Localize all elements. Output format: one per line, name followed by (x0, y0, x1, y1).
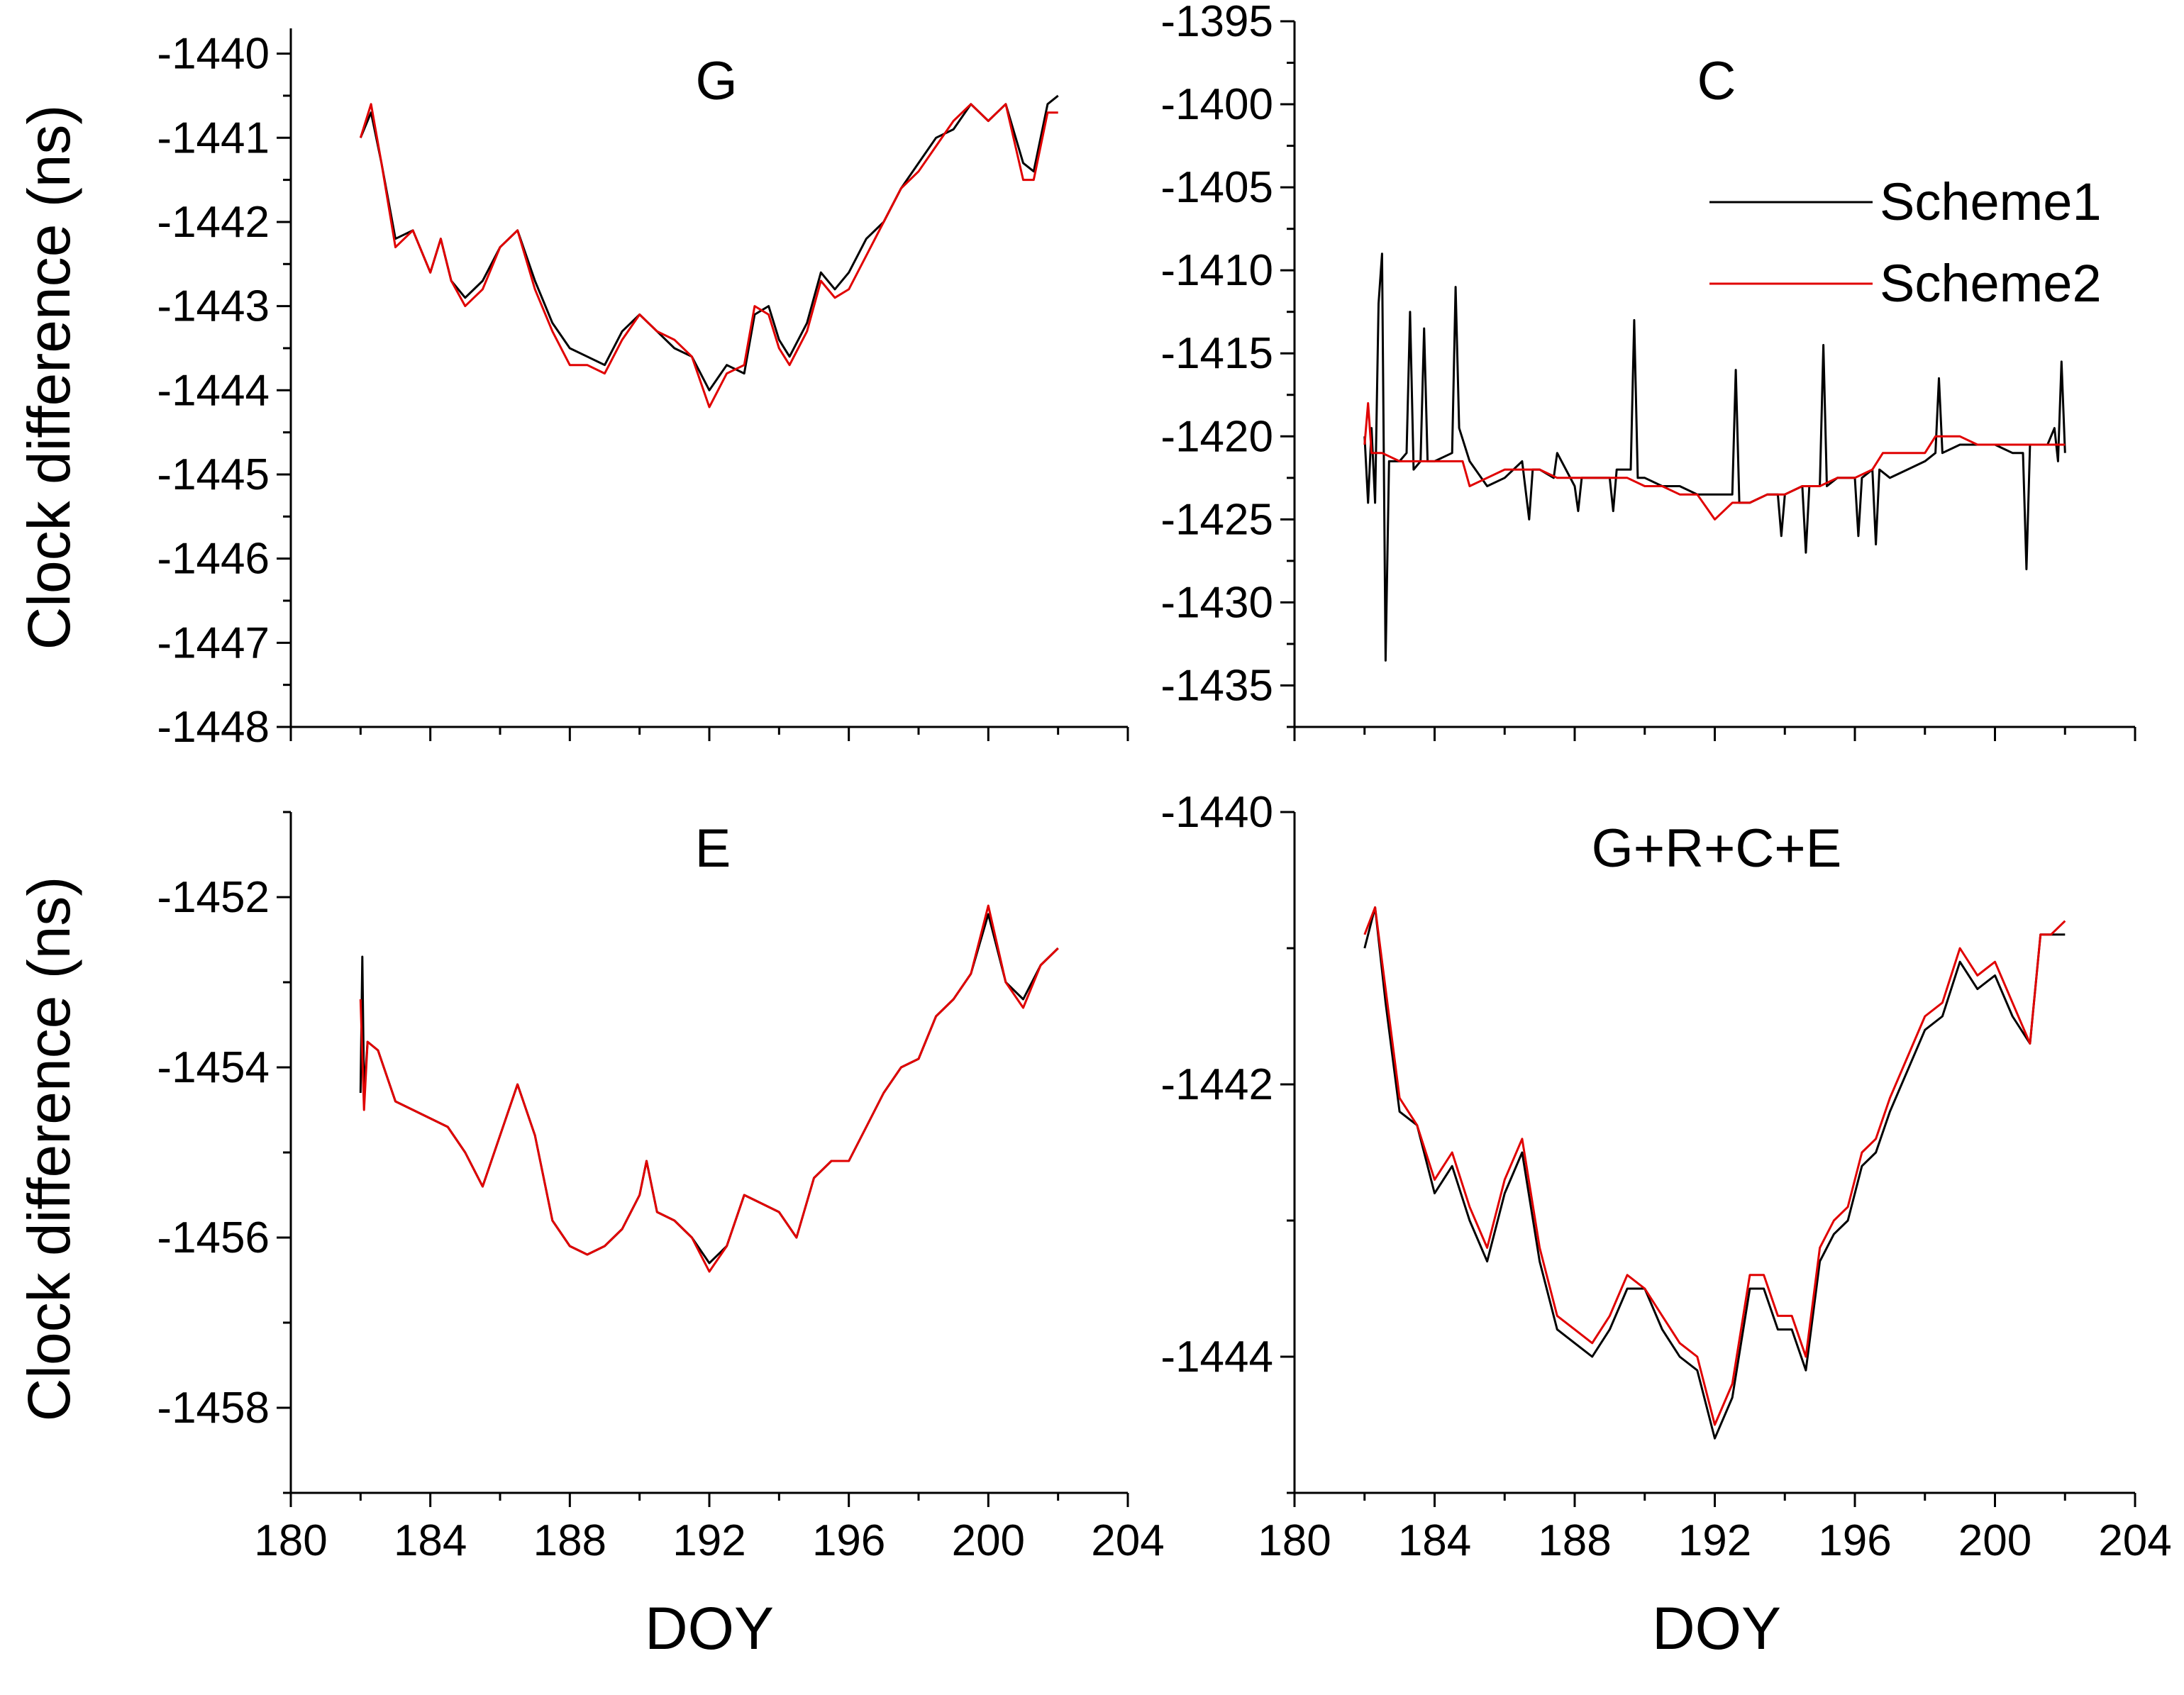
axes-layer: -1458 -1456 -1454 -1452 180 184 188 192 196 200 20… (157, 811, 1165, 1565)
y-tick-label: -1440 (1160, 788, 1273, 837)
series-line-scheme1 (359, 94, 1059, 391)
x-tick-label: 204 (1091, 1516, 1164, 1565)
series-line-scheme2 (359, 904, 1059, 1273)
plot-frame (291, 28, 1128, 727)
panel-title: G (695, 51, 737, 111)
y-tick-label: -1447 (157, 618, 270, 667)
x-tick-label: 188 (533, 1516, 606, 1565)
y-tick-label: -1410 (1160, 246, 1273, 295)
x-tick-label: 184 (1398, 1516, 1471, 1565)
x-tick-label: 204 (2098, 1516, 2171, 1565)
panel-e: -1458 -1456 -1454 -1452 180 184 188 192 196 200 20… (157, 811, 1165, 1565)
x-tick-label: 200 (952, 1516, 1025, 1565)
series-layer (359, 94, 1059, 409)
y-tick-label: -1400 (1160, 80, 1273, 129)
panel-g: -1448 -1447 -1446 -1445 -1444 -1443 -1442 -1441… (157, 28, 1129, 752)
plot-frame (1295, 21, 2135, 727)
y-tick-label: -1445 (157, 450, 270, 499)
x-tick-label: 180 (254, 1516, 327, 1565)
series-line-scheme2 (1363, 402, 2066, 521)
x-tick-label: 196 (1818, 1516, 1891, 1565)
legend-label-scheme1: Scheme1 (1880, 172, 2102, 231)
y-tick-label: -1430 (1160, 578, 1273, 627)
x-axis-title-left: DOY (645, 1595, 774, 1662)
panel-title: E (695, 818, 731, 879)
legend: Scheme1 Scheme2 (1709, 172, 2102, 313)
y-tick-label: -1415 (1160, 329, 1273, 378)
y-tick-label: -1448 (157, 703, 270, 752)
y-tick-label: -1425 (1160, 495, 1273, 544)
x-tick-label: 184 (394, 1516, 467, 1565)
series-line-scheme2 (1363, 906, 2066, 1426)
y-tick-label: -1444 (1160, 1333, 1273, 1382)
legend-label-scheme2: Scheme2 (1880, 254, 2102, 313)
x-axis-title-right: DOY (1652, 1595, 1781, 1662)
y-tick-label: -1446 (157, 535, 270, 584)
y-tick-label: -1456 (157, 1213, 270, 1262)
axes-layer: -1444 -1442 -1440 180 184 188 192 196 200 204 (1160, 788, 2171, 1565)
x-tick-label: 192 (1678, 1516, 1751, 1565)
y-tick-label: -1454 (157, 1043, 270, 1092)
plot-frame (1295, 812, 2135, 1493)
y-tick-label: -1435 (1160, 661, 1273, 710)
series-line-scheme1 (359, 913, 1059, 1265)
y-tick-label: -1440 (157, 30, 270, 79)
plot-frame (291, 812, 1128, 1493)
series-layer (1363, 252, 2066, 662)
y-tick-label: -1442 (157, 198, 270, 247)
x-tick-label: 180 (1258, 1516, 1331, 1565)
series-line-scheme2 (359, 103, 1058, 409)
y-tick-label: -1441 (157, 113, 270, 162)
panel-title: C (1697, 51, 1736, 111)
axes-layer: -1435 -1430 -1425 -1420 -1415 -1410 -1405 -1400… (1160, 0, 2136, 741)
y-axis-title-bottom: Clock difference (ns) (16, 877, 82, 1422)
x-tick-label: 192 (672, 1516, 745, 1565)
axes-layer: -1448 -1447 -1446 -1445 -1444 -1443 -1442 -1441… (157, 28, 1129, 752)
series-layer (1363, 906, 2066, 1440)
y-tick-label: -1420 (1160, 412, 1273, 461)
y-tick-label: -1442 (1160, 1060, 1273, 1109)
y-axis-title-top: Clock difference (ns) (16, 105, 82, 650)
y-tick-label: -1443 (157, 282, 270, 331)
panel-title: G+R+C+E (1592, 818, 1842, 879)
y-tick-label: -1452 (157, 873, 270, 922)
panel-grce: -1444 -1442 -1440 180 184 188 192 196 200 204 G+R… (1160, 788, 2171, 1565)
panel-c: -1435 -1430 -1425 -1420 -1415 -1410 -1405 -1400… (1160, 0, 2136, 741)
y-tick-label: -1458 (157, 1384, 270, 1433)
y-tick-label: -1444 (157, 366, 270, 415)
x-tick-label: 188 (1538, 1516, 1611, 1565)
series-layer (359, 904, 1059, 1273)
series-line-scheme1 (1363, 906, 2066, 1440)
x-tick-label: 200 (1958, 1516, 2031, 1565)
series-line-scheme1 (1363, 252, 2066, 662)
x-tick-label: 196 (812, 1516, 885, 1565)
y-tick-label: -1405 (1160, 163, 1273, 212)
y-tick-label: -1395 (1160, 0, 1273, 46)
